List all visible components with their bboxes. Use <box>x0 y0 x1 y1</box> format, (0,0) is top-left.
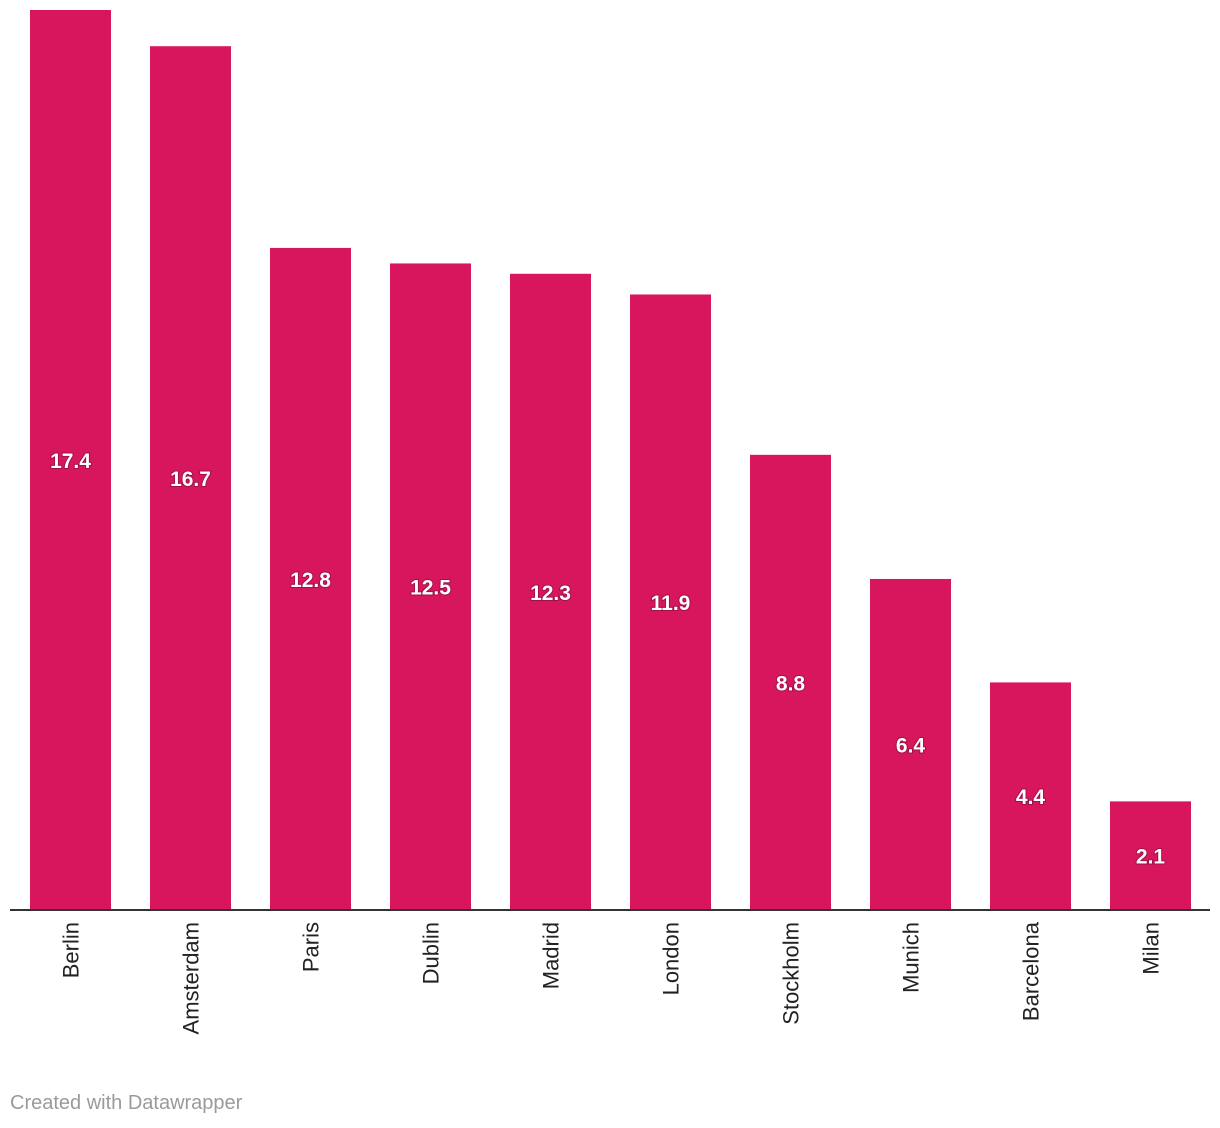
bar-value-label: 2.1 <box>1136 846 1166 869</box>
bar-value-label: 8.8 <box>776 672 806 695</box>
bar-amsterdam <box>150 46 231 910</box>
category-labels-layer: Berlin Amsterdam Paris Dublin Madrid London St… <box>59 921 1164 1034</box>
bar-stockholm <box>750 454 831 910</box>
bar-berlin <box>30 10 111 910</box>
bar-value-label: 16.7 <box>170 468 211 491</box>
x-tick-label: Barcelona <box>1019 921 1044 1021</box>
x-tick-label: Milan <box>1139 922 1164 975</box>
x-tick-label: Dublin <box>419 922 444 984</box>
bar-value-label: 6.4 <box>896 734 926 757</box>
x-tick-label: London <box>659 922 684 995</box>
bar-value-label: 12.5 <box>410 577 451 600</box>
bar-paris <box>270 247 351 910</box>
x-tick-label: Stockholm <box>779 922 804 1025</box>
value-labels-layer: 17.4 16.7 12.8 12.5 12.3 11.9 8.8 6.4 4.4 2.1 <box>49 449 1166 870</box>
x-tick-label: Paris <box>299 922 324 972</box>
credit-text: Created with Datawrapper <box>10 1092 243 1114</box>
bar-madrid <box>510 273 591 910</box>
x-tick-label: Amsterdam <box>179 922 204 1034</box>
bar-value-label: 11.9 <box>651 592 691 615</box>
bar-value-label: 12.3 <box>530 582 571 605</box>
bar-value-label: 12.8 <box>290 569 331 592</box>
bars-layer <box>30 10 1191 911</box>
x-tick-label: Madrid <box>539 922 564 989</box>
bar-milan <box>1110 801 1191 910</box>
bar-barcelona <box>990 682 1071 910</box>
bar-dublin <box>390 263 471 911</box>
bar-london <box>630 294 711 910</box>
x-tick-label: Munich <box>899 922 924 993</box>
x-tick-label: Berlin <box>59 922 84 978</box>
bar-value-label: 17.4 <box>50 450 91 473</box>
bar-value-label: 4.4 <box>1016 786 1046 809</box>
bar-munich <box>870 578 951 910</box>
